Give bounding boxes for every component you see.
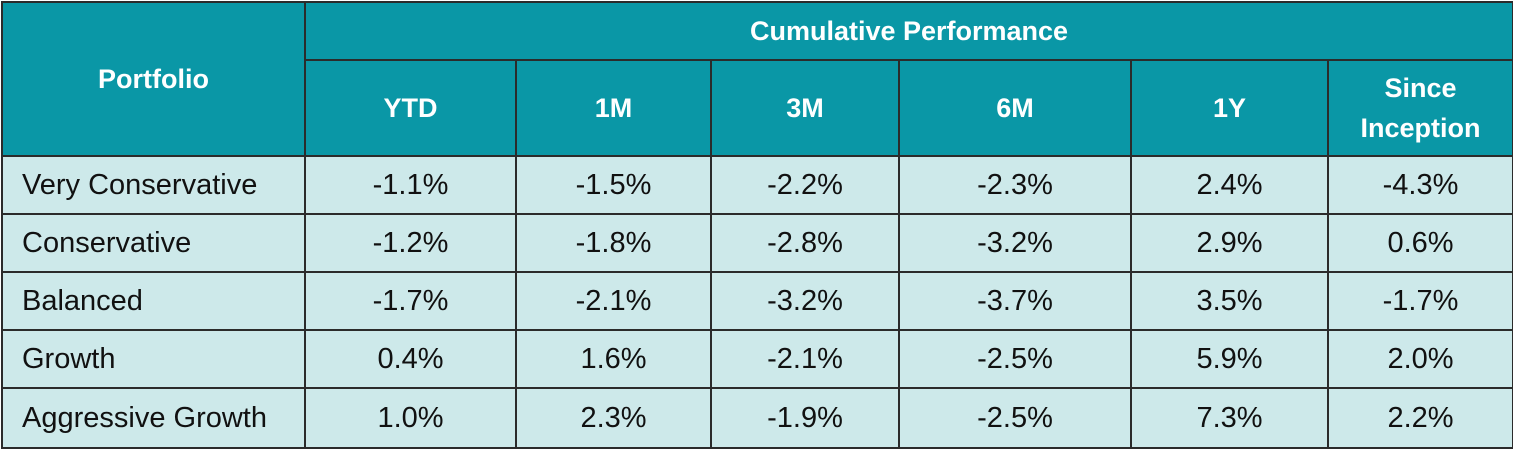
- portfolio-header: Portfolio: [1, 1, 306, 157]
- portfolio-name: Balanced: [1, 271, 306, 331]
- value-cell: 2.9%: [1130, 213, 1329, 273]
- value-cell: -2.8%: [710, 213, 900, 273]
- column-header-1y: 1Y: [1130, 59, 1329, 157]
- table-row: Very Conservative -1.1% -1.5% -2.2% -2.3…: [1, 155, 1513, 215]
- value-cell: 1.6%: [515, 329, 712, 389]
- value-cell: -2.5%: [898, 387, 1132, 449]
- cumulative-performance-header: Cumulative Performance: [303, 1, 1513, 61]
- column-header-3m: 3M: [710, 59, 900, 157]
- value-cell: 5.9%: [1130, 329, 1329, 389]
- table-row: Balanced -1.7% -2.1% -3.2% -3.7% 3.5% -1…: [1, 271, 1513, 331]
- value-cell: 2.0%: [1326, 329, 1513, 389]
- table-row: Growth 0.4% 1.6% -2.1% -2.5% 5.9% 2.0%: [1, 329, 1513, 389]
- value-cell: 0.6%: [1326, 213, 1513, 273]
- portfolio-name: Aggressive Growth: [1, 387, 306, 449]
- value-cell: -2.2%: [710, 155, 900, 215]
- table-row: Conservative -1.2% -1.8% -2.8% -3.2% 2.9…: [1, 213, 1513, 273]
- value-cell: -2.5%: [898, 329, 1132, 389]
- column-header-since-inception: Since Inception: [1326, 59, 1513, 157]
- value-cell: -1.1%: [304, 155, 517, 215]
- column-header-6m: 6M: [898, 59, 1132, 157]
- portfolio-name: Very Conservative: [1, 155, 306, 215]
- value-cell: -2.1%: [710, 329, 900, 389]
- value-cell: 3.5%: [1130, 271, 1329, 331]
- value-cell: 0.4%: [304, 329, 517, 389]
- value-cell: -3.2%: [710, 271, 900, 331]
- value-cell: -4.3%: [1326, 155, 1513, 215]
- cumulative-performance-table: Portfolio Cumulative Performance YTD 1M …: [1, 1, 1513, 449]
- value-cell: 2.2%: [1326, 387, 1513, 449]
- value-cell: -3.7%: [898, 271, 1132, 331]
- value-cell: -1.2%: [304, 213, 517, 273]
- value-cell: -1.5%: [515, 155, 712, 215]
- value-cell: -1.8%: [515, 213, 712, 273]
- portfolio-name: Conservative: [1, 213, 306, 273]
- value-cell: 2.3%: [515, 387, 712, 449]
- value-cell: 2.4%: [1130, 155, 1329, 215]
- value-cell: -2.3%: [898, 155, 1132, 215]
- table-row: Aggressive Growth 1.0% 2.3% -1.9% -2.5% …: [1, 387, 1513, 449]
- value-cell: -1.9%: [710, 387, 900, 449]
- value-cell: -3.2%: [898, 213, 1132, 273]
- portfolio-name: Growth: [1, 329, 306, 389]
- column-header-ytd: YTD: [304, 59, 517, 157]
- value-cell: -2.1%: [515, 271, 712, 331]
- value-cell: 1.0%: [304, 387, 517, 449]
- value-cell: -1.7%: [304, 271, 517, 331]
- column-header-1m: 1M: [515, 59, 712, 157]
- value-cell: -1.7%: [1326, 271, 1513, 331]
- value-cell: 7.3%: [1130, 387, 1329, 449]
